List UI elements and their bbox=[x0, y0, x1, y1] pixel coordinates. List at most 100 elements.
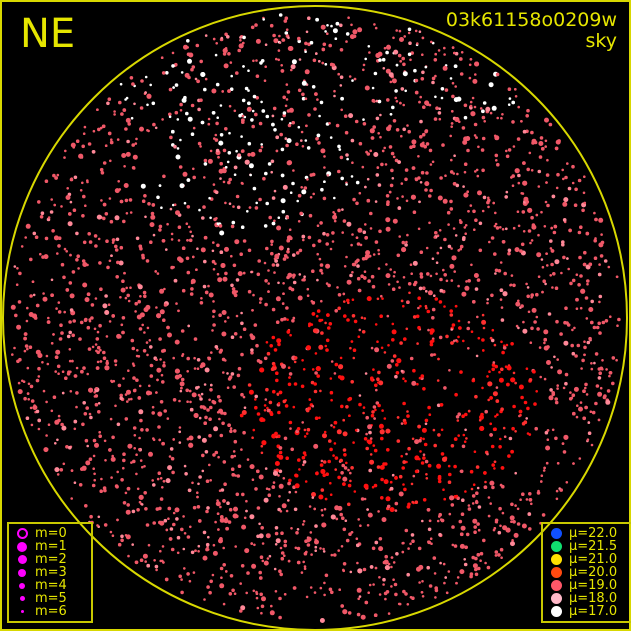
star bbox=[291, 319, 295, 323]
star bbox=[228, 375, 233, 380]
star bbox=[577, 230, 582, 235]
star bbox=[410, 482, 414, 486]
star bbox=[287, 272, 293, 278]
star bbox=[166, 222, 169, 226]
star bbox=[506, 365, 512, 371]
star bbox=[538, 346, 542, 349]
star bbox=[132, 459, 136, 464]
star bbox=[277, 435, 281, 438]
color-swatch-icon bbox=[549, 580, 563, 591]
star bbox=[134, 301, 138, 306]
star bbox=[358, 595, 362, 598]
star bbox=[585, 393, 589, 396]
star bbox=[505, 343, 509, 347]
star bbox=[56, 438, 59, 442]
star bbox=[598, 331, 602, 335]
star bbox=[52, 395, 57, 400]
star bbox=[456, 576, 460, 579]
star bbox=[394, 501, 399, 506]
star bbox=[271, 122, 275, 127]
star bbox=[418, 457, 421, 461]
star bbox=[158, 520, 162, 525]
star bbox=[114, 248, 119, 252]
star bbox=[407, 52, 412, 57]
star bbox=[290, 287, 295, 292]
star bbox=[381, 409, 384, 412]
star bbox=[256, 412, 261, 416]
star bbox=[400, 134, 403, 138]
star bbox=[598, 217, 604, 223]
star bbox=[160, 206, 163, 209]
star bbox=[236, 205, 241, 210]
star bbox=[275, 149, 279, 153]
star bbox=[269, 610, 275, 616]
star bbox=[177, 239, 181, 242]
star bbox=[85, 406, 89, 410]
star bbox=[78, 483, 83, 487]
star bbox=[149, 83, 152, 87]
star bbox=[196, 358, 201, 362]
star bbox=[216, 411, 220, 414]
star bbox=[555, 319, 559, 324]
star bbox=[240, 564, 245, 568]
star bbox=[55, 307, 58, 310]
star bbox=[391, 322, 395, 326]
star bbox=[340, 471, 344, 475]
star bbox=[86, 179, 89, 182]
star bbox=[516, 303, 520, 306]
star bbox=[403, 421, 408, 425]
star bbox=[277, 281, 280, 285]
star bbox=[537, 275, 541, 279]
star bbox=[362, 122, 367, 126]
star bbox=[286, 216, 290, 220]
star bbox=[490, 293, 494, 298]
star bbox=[437, 479, 442, 484]
star bbox=[285, 509, 289, 513]
star bbox=[377, 381, 380, 384]
star bbox=[161, 441, 165, 446]
star bbox=[578, 255, 582, 260]
star bbox=[516, 137, 521, 141]
star bbox=[32, 313, 37, 319]
star bbox=[499, 298, 503, 301]
star bbox=[487, 514, 491, 518]
star bbox=[511, 426, 515, 431]
star bbox=[214, 190, 219, 195]
star bbox=[236, 474, 241, 478]
star bbox=[175, 154, 181, 160]
star bbox=[350, 175, 354, 178]
star bbox=[543, 345, 549, 351]
star bbox=[466, 190, 470, 193]
star bbox=[210, 383, 213, 387]
star bbox=[237, 153, 241, 157]
star bbox=[121, 279, 125, 284]
star bbox=[35, 303, 40, 308]
star bbox=[474, 394, 478, 399]
star bbox=[115, 237, 120, 242]
star bbox=[440, 518, 445, 523]
star bbox=[75, 405, 78, 409]
star bbox=[111, 314, 115, 318]
star bbox=[124, 491, 128, 495]
star bbox=[143, 307, 149, 313]
star bbox=[220, 263, 226, 268]
star bbox=[528, 498, 533, 502]
star bbox=[116, 333, 122, 339]
star bbox=[494, 272, 497, 275]
star bbox=[174, 110, 179, 115]
star bbox=[499, 483, 503, 487]
star bbox=[562, 386, 566, 390]
star bbox=[467, 347, 470, 350]
star bbox=[500, 367, 504, 372]
star bbox=[274, 590, 278, 593]
star bbox=[132, 154, 138, 160]
star bbox=[386, 200, 390, 204]
star bbox=[263, 409, 267, 412]
star bbox=[337, 293, 342, 297]
star bbox=[328, 587, 333, 592]
star bbox=[209, 216, 212, 220]
star bbox=[306, 345, 311, 351]
star bbox=[239, 335, 243, 339]
star bbox=[312, 328, 318, 334]
star bbox=[223, 63, 229, 69]
